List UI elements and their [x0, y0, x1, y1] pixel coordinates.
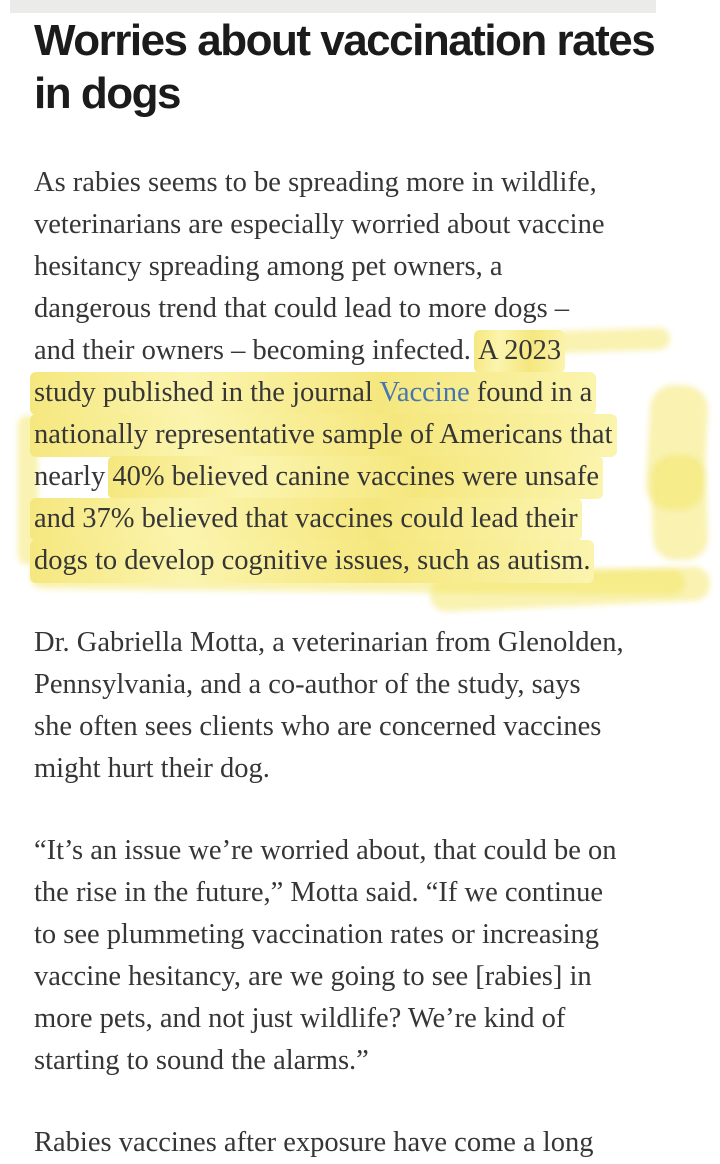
text-segment: the rise in the future,” Motta said. “If… — [34, 877, 604, 908]
text-line: starting to sound the alarms.” — [34, 1040, 694, 1082]
highlighted-text: nationally representative sample of Amer… — [34, 419, 613, 450]
text-line: nationally representative sample of Amer… — [30, 414, 694, 457]
highlighted-text: A 2023 — [477, 335, 562, 366]
title-line: Worries about vaccination rates — [34, 16, 656, 65]
highlight-mark: study published in the journal Vaccine f… — [30, 372, 597, 415]
highlight-mark: nationally representative sample of Amer… — [30, 414, 617, 457]
text-line: “It’s an issue we’re worried about, that… — [34, 830, 694, 872]
highlighted-text: 40% believed canine vaccines were unsafe — [112, 461, 599, 492]
text-line: the rise in the future,” Motta said. “If… — [34, 872, 694, 914]
text-line: vaccine hesitancy, are we going to see [… — [34, 956, 694, 998]
highlight-mark: A 2023 — [473, 330, 566, 373]
text-segment: nearly — [34, 461, 113, 492]
text-segment: to see plummeting vaccination rates or i… — [34, 919, 600, 950]
text-line: Rabies vaccines after exposure have come… — [34, 1122, 694, 1164]
text-segment: she often sees clients who are concerned… — [34, 711, 602, 742]
text-line: more pets, and not just wildlife? We’re … — [34, 998, 694, 1040]
intro-paragraph: As rabies seems to be spreading more in … — [30, 162, 694, 583]
text-line: Pennsylvania, and a co-author of the stu… — [34, 664, 694, 706]
text-segment: dangerous trend that could lead to more … — [34, 293, 570, 324]
highlighted-text: dogs to develop cognitive issues, such a… — [34, 545, 591, 576]
text-segment: vaccine hesitancy, are we going to see [… — [34, 961, 592, 992]
text-segment: starting to sound the alarms.” — [34, 1045, 369, 1076]
highlight-mark: and 37% believed that vaccines could lea… — [30, 498, 582, 541]
text-line: As rabies seems to be spreading more in … — [34, 162, 694, 204]
highlighted-text: found in a — [469, 377, 593, 408]
text-line: and their owners – becoming infected. A … — [34, 330, 694, 373]
text-line: dangerous trend that could lead to more … — [34, 288, 694, 330]
title-line: in dogs — [34, 69, 181, 118]
text-line: and 37% believed that vaccines could lea… — [30, 498, 694, 541]
text-line: dogs to develop cognitive issues, such a… — [30, 540, 694, 583]
text-line: hesitancy spreading among pet owners, a — [34, 246, 694, 288]
text-line: she often sees clients who are concerned… — [34, 706, 694, 748]
text-segment: “It’s an issue we’re worried about, that… — [34, 835, 617, 866]
highlight-mark: 40% believed canine vaccines were unsafe — [108, 456, 603, 499]
motta-paragraph: Dr. Gabriella Motta, a veterinarian from… — [34, 622, 694, 790]
text-line: to see plummeting vaccination rates or i… — [34, 914, 694, 956]
quote-paragraph: “It’s an issue we’re worried about, that… — [34, 830, 694, 1082]
text-line: study published in the journal Vaccine f… — [30, 372, 694, 415]
highlighted-text: study published in the journal — [34, 377, 380, 408]
highlighted-text: and 37% believed that vaccines could lea… — [34, 503, 578, 534]
text-segment: might hurt their dog. — [34, 753, 270, 784]
rabies-vaccines-paragraph: Rabies vaccines after exposure have come… — [34, 1122, 694, 1164]
vaccine-journal-link[interactable]: Vaccine — [379, 377, 470, 408]
text-line: might hurt their dog. — [34, 748, 694, 790]
text-segment: As rabies seems to be spreading more in … — [34, 167, 597, 198]
media-strip — [10, 0, 656, 13]
text-line: veterinarians are especially worried abo… — [34, 204, 694, 246]
text-segment: Pennsylvania, and a co-author of the stu… — [34, 669, 581, 700]
article-body: As rabies seems to be spreading more in … — [30, 162, 694, 1164]
text-line: Dr. Gabriella Motta, a veterinarian from… — [34, 622, 694, 664]
text-segment: Rabies vaccines after exposure have come… — [34, 1127, 594, 1158]
text-segment: veterinarians are especially worried abo… — [34, 209, 605, 240]
text-line: nearly 40% believed canine vaccines were… — [34, 456, 694, 499]
text-segment: and their owners – becoming infected. — [34, 335, 478, 366]
highlight-mark: dogs to develop cognitive issues, such a… — [30, 540, 595, 583]
text-segment: more pets, and not just wildlife? We’re … — [34, 1003, 566, 1034]
text-segment: hesitancy spreading among pet owners, a — [34, 251, 503, 282]
text-segment: Dr. Gabriella Motta, a veterinarian from… — [34, 627, 624, 658]
article-title: Worries about vaccination rates in dogs — [34, 14, 694, 120]
